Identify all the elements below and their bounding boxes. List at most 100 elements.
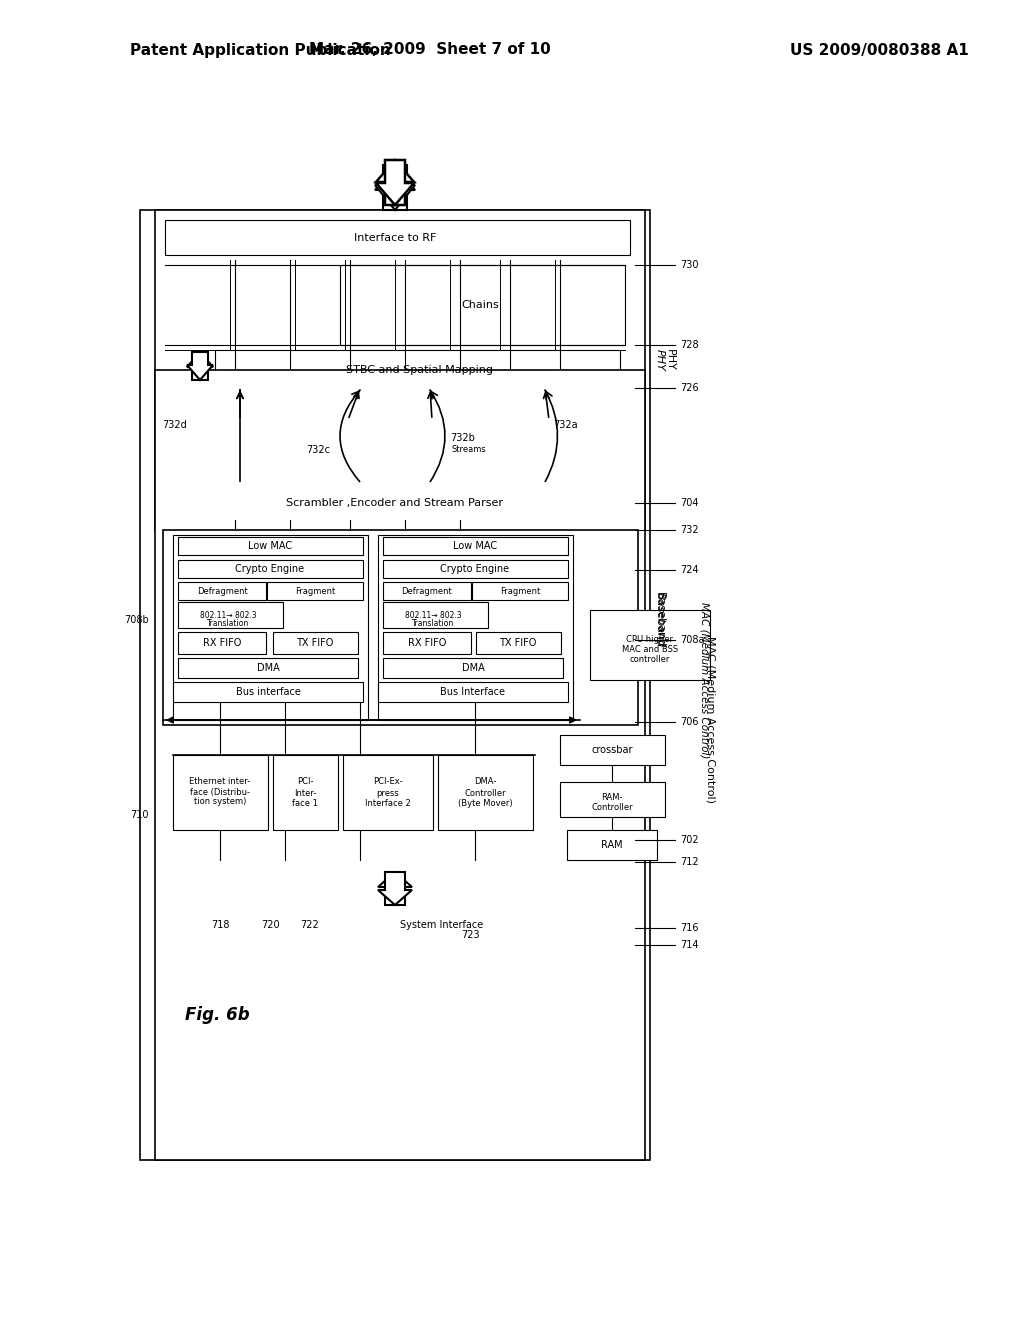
- FancyBboxPatch shape: [173, 535, 368, 719]
- FancyBboxPatch shape: [155, 210, 645, 531]
- FancyBboxPatch shape: [178, 602, 283, 628]
- Text: 732: 732: [680, 525, 698, 535]
- Text: PCI-Ex-: PCI-Ex-: [373, 777, 402, 787]
- Text: Fragment: Fragment: [500, 586, 540, 595]
- FancyBboxPatch shape: [560, 735, 665, 766]
- FancyBboxPatch shape: [215, 350, 620, 389]
- Text: DMA: DMA: [462, 663, 484, 673]
- Text: Interface 2: Interface 2: [366, 800, 411, 808]
- Text: RAM-: RAM-: [601, 792, 623, 801]
- Text: TX FIFO: TX FIFO: [296, 638, 334, 648]
- FancyBboxPatch shape: [178, 632, 266, 653]
- Text: 802.11→ 802.3: 802.11→ 802.3: [200, 610, 256, 619]
- Text: Defragment: Defragment: [197, 586, 248, 595]
- Text: 718: 718: [211, 920, 229, 931]
- Text: Fragment: Fragment: [295, 586, 335, 595]
- Text: 714: 714: [680, 940, 698, 950]
- FancyBboxPatch shape: [383, 657, 563, 678]
- Text: Crypto Engine: Crypto Engine: [236, 564, 304, 574]
- Text: 706: 706: [680, 717, 698, 727]
- Polygon shape: [375, 165, 415, 210]
- FancyBboxPatch shape: [273, 632, 358, 653]
- Text: Fig. 6b: Fig. 6b: [185, 1006, 250, 1024]
- Text: Low MAC: Low MAC: [248, 541, 292, 550]
- Text: DMA-: DMA-: [474, 777, 497, 787]
- Text: 716: 716: [680, 923, 698, 933]
- Text: PCI-: PCI-: [297, 777, 313, 787]
- FancyBboxPatch shape: [378, 682, 568, 702]
- FancyBboxPatch shape: [567, 830, 657, 861]
- FancyBboxPatch shape: [383, 582, 471, 601]
- FancyBboxPatch shape: [383, 537, 568, 554]
- Text: 704: 704: [680, 498, 698, 508]
- Text: Interface to RF: Interface to RF: [354, 234, 436, 243]
- Text: Controller: Controller: [464, 788, 506, 797]
- Text: RX FIFO: RX FIFO: [408, 638, 446, 648]
- FancyBboxPatch shape: [165, 484, 635, 520]
- FancyBboxPatch shape: [140, 210, 650, 1160]
- Text: 732c: 732c: [306, 445, 330, 455]
- Text: tion system): tion system): [194, 797, 246, 807]
- Polygon shape: [375, 165, 415, 210]
- Polygon shape: [376, 160, 414, 205]
- Text: 702: 702: [680, 836, 698, 845]
- FancyBboxPatch shape: [163, 531, 638, 725]
- Text: 708b: 708b: [124, 615, 150, 624]
- FancyBboxPatch shape: [438, 755, 534, 830]
- Text: Streams: Streams: [451, 446, 485, 454]
- Text: Baseband: Baseband: [655, 593, 665, 648]
- Text: Defragment: Defragment: [401, 586, 453, 595]
- FancyBboxPatch shape: [476, 632, 561, 653]
- Text: 802.11→ 802.3: 802.11→ 802.3: [404, 610, 462, 619]
- FancyBboxPatch shape: [267, 582, 362, 601]
- Text: RAM: RAM: [601, 840, 623, 850]
- Text: 722: 722: [301, 920, 319, 931]
- FancyBboxPatch shape: [383, 602, 488, 628]
- Text: Crypto Engine: Crypto Engine: [440, 564, 510, 574]
- Text: (Byte Mover): (Byte Mover): [458, 800, 512, 808]
- Polygon shape: [376, 160, 414, 205]
- FancyBboxPatch shape: [383, 632, 471, 653]
- Polygon shape: [187, 352, 213, 380]
- Text: face 1: face 1: [292, 800, 317, 808]
- Text: 712: 712: [680, 857, 698, 867]
- FancyBboxPatch shape: [560, 781, 665, 817]
- FancyBboxPatch shape: [178, 582, 266, 601]
- Text: Mar. 26, 2009  Sheet 7 of 10: Mar. 26, 2009 Sheet 7 of 10: [309, 42, 551, 58]
- Text: Translation: Translation: [412, 619, 454, 628]
- Text: MAC and BSS: MAC and BSS: [622, 645, 678, 655]
- Text: 728: 728: [680, 341, 698, 350]
- Text: Translation: Translation: [207, 619, 249, 628]
- Text: Baseband: Baseband: [655, 593, 665, 648]
- Text: 732a: 732a: [553, 420, 578, 430]
- FancyBboxPatch shape: [165, 220, 630, 255]
- Text: 726: 726: [680, 383, 698, 393]
- Text: CPU higher: CPU higher: [627, 635, 674, 644]
- FancyBboxPatch shape: [178, 560, 362, 578]
- Text: STBC and Spatial Mapping: STBC and Spatial Mapping: [346, 366, 494, 375]
- Text: Chains: Chains: [461, 300, 499, 310]
- FancyBboxPatch shape: [173, 682, 362, 702]
- Text: 724: 724: [680, 565, 698, 576]
- Text: RX FIFO: RX FIFO: [203, 638, 242, 648]
- Text: PHY: PHY: [665, 348, 675, 371]
- FancyBboxPatch shape: [273, 755, 338, 830]
- Text: Bus Interface: Bus Interface: [440, 686, 506, 697]
- Text: 720: 720: [261, 920, 280, 931]
- Text: PHY: PHY: [655, 348, 665, 371]
- Text: Controller: Controller: [591, 803, 633, 812]
- Text: face (Distribu-: face (Distribu-: [190, 788, 250, 796]
- Text: crossbar: crossbar: [591, 744, 633, 755]
- FancyBboxPatch shape: [178, 657, 358, 678]
- Polygon shape: [378, 873, 412, 906]
- Text: US 2009/0080388 A1: US 2009/0080388 A1: [790, 42, 969, 58]
- Polygon shape: [187, 352, 213, 380]
- FancyBboxPatch shape: [178, 537, 362, 554]
- Text: press: press: [377, 788, 399, 797]
- Text: Low MAC: Low MAC: [453, 541, 497, 550]
- Text: TX FIFO: TX FIFO: [500, 638, 537, 648]
- Text: MAC (Medium Access Control): MAC (Medium Access Control): [700, 602, 710, 758]
- Text: Patent Application Publication: Patent Application Publication: [130, 42, 391, 58]
- FancyBboxPatch shape: [173, 755, 268, 830]
- Text: Bus interface: Bus interface: [236, 686, 300, 697]
